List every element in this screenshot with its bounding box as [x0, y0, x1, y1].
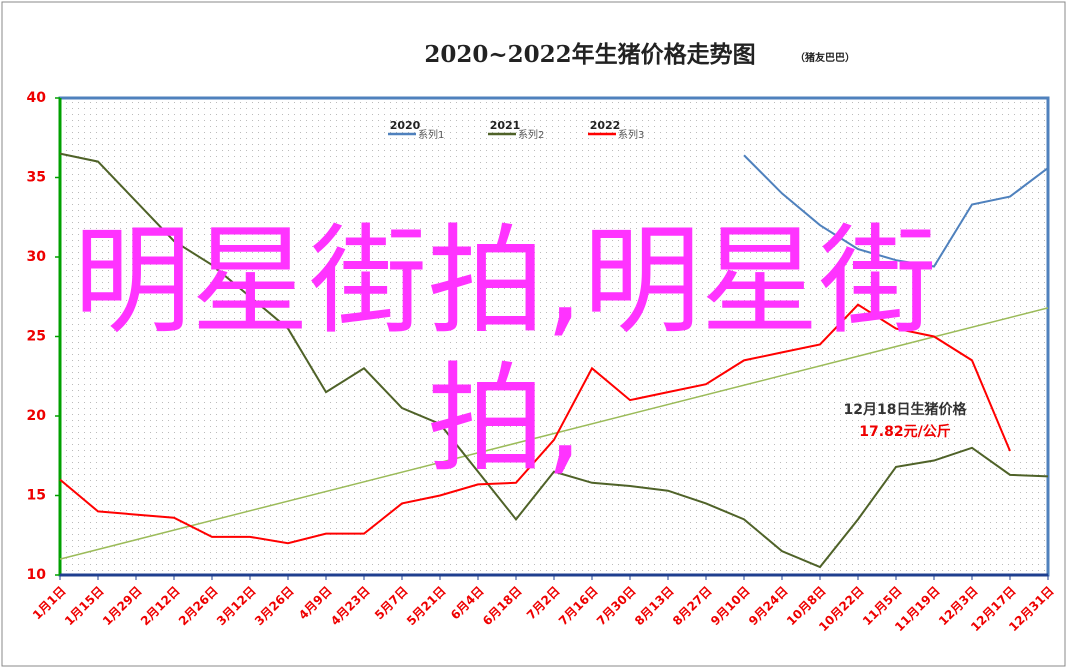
plot-area: [58, 96, 1050, 577]
y-tick-label: 25: [27, 329, 46, 345]
watermark: 明星街拍,明星街拍,: [73, 212, 937, 488]
trend-line: [59, 307, 1049, 560]
y-tick-label: 30: [27, 249, 47, 265]
legend-label: 系列1: [418, 128, 444, 141]
legend-year: 2020: [390, 119, 421, 132]
y-tick-label: 20: [27, 408, 47, 424]
annotation-title: 12月18日生猪价格: [844, 401, 968, 418]
series-line: [743, 154, 1049, 268]
legend-label: 系列3: [618, 128, 644, 141]
legend-year: 2021: [490, 119, 521, 132]
y-tick-label: 35: [27, 170, 46, 186]
y-tick-label: 15: [27, 488, 46, 504]
legend-year: 2022: [590, 119, 621, 132]
y-tick-label: 40: [27, 90, 47, 106]
legend-label: 系列2: [518, 128, 544, 141]
chart-title: 2020~2022年生猪价格走势图: [424, 41, 755, 68]
series-line: [59, 152, 1049, 569]
series-line: [59, 303, 1011, 545]
chart-subtitle: （猪友巴巴）: [795, 51, 855, 64]
y-tick-label: 10: [27, 567, 47, 583]
annotation-value: 17.82元/公斤: [859, 423, 950, 440]
